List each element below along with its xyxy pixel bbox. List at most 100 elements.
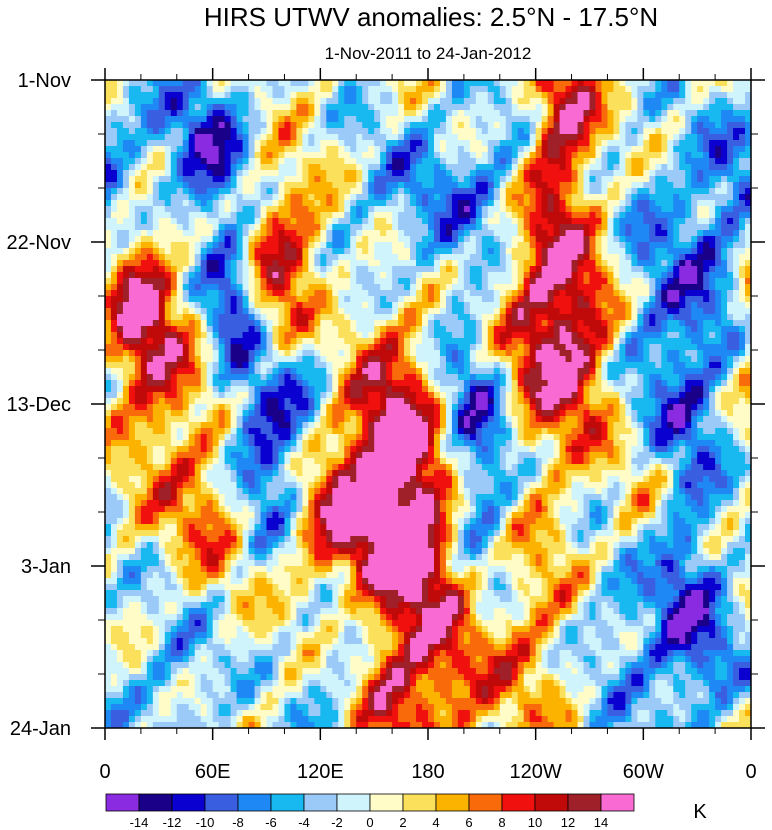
field-cell [194,272,202,279]
field-cell [703,182,710,189]
field-cell [272,212,280,219]
field-cell [152,326,160,333]
field-cell [619,236,626,243]
field-cell [565,164,573,171]
field-cell [643,266,650,273]
field-cell [218,110,226,117]
field-cell [326,122,333,129]
field-cell [535,92,543,99]
field-cell [128,308,136,315]
field-cell [260,326,268,333]
field-cell [481,110,489,117]
field-cell [655,308,662,315]
field-cell [206,218,214,225]
field-cell [230,182,238,189]
field-cell [661,224,668,231]
field-cell [344,170,351,177]
field-cell [535,98,543,105]
field-cell [302,278,309,285]
field-cell [206,266,214,273]
field-cell [631,146,638,153]
field-cell [380,266,387,273]
field-cell [194,104,202,111]
field-cell [715,182,722,189]
field-cell [595,164,603,171]
field-cell [260,230,268,237]
field-cell [362,158,369,165]
field-cell [116,104,124,111]
field-cell [338,182,345,189]
field-cell [445,266,453,273]
field-cell [212,92,220,99]
field-cell [463,206,471,213]
field-cell [428,122,435,129]
field-cell [332,260,339,267]
field-cell [188,146,196,153]
field-cell [487,314,495,321]
field-cell [601,140,609,147]
field-cell [547,218,555,225]
field-cell [445,320,453,327]
field-cell [679,206,686,213]
field-cell [224,266,232,273]
field-cell [583,218,591,225]
field-cell [158,98,166,105]
field-cell [320,302,327,309]
field-cell [469,146,477,153]
field-cell [523,314,531,321]
field-cell [410,182,417,189]
field-cell [404,86,411,93]
field-cell [475,344,483,351]
field-cell [278,110,286,117]
field-cell [152,122,160,129]
field-cell [499,170,507,177]
field-cell [368,194,375,201]
field-cell [745,230,751,237]
field-cell [505,146,513,153]
plot-area [104,79,752,729]
field-cell [416,290,423,297]
field-cell [577,176,585,183]
field-cell [404,140,411,147]
field-cell [577,242,585,249]
field-cell [517,326,525,333]
field-cell [643,326,650,333]
field-cell [428,176,435,183]
field-cell [368,296,375,303]
field-cell [637,134,644,141]
field-cell [194,236,202,243]
field-cell [314,350,321,357]
field-cell [505,206,513,213]
field-cell [176,152,184,159]
field-cell [302,182,309,189]
field-cell [392,308,399,315]
field-cell [739,344,746,351]
field-cell [344,92,351,99]
field-cell [733,272,740,279]
field-cell [338,338,345,345]
field-cell [146,278,154,285]
field-cell [721,104,728,111]
field-cell [577,338,585,345]
field-cell [326,92,333,99]
field-cell [703,80,710,87]
field-cell [535,122,543,129]
field-cell [422,350,429,357]
field-cell [625,182,632,189]
field-cell [338,140,345,147]
field-cell [272,266,280,273]
field-cell [691,152,698,159]
field-cell [212,140,220,147]
field-cell [667,146,674,153]
field-cell [457,86,465,93]
field-cell [212,344,220,351]
field-cell [254,146,262,153]
field-cell [559,278,567,285]
field-cell [320,80,327,87]
field-cell [601,260,609,267]
field-cell [410,164,417,171]
field-cell [673,194,680,201]
field-cell [691,158,698,165]
field-cell [655,332,662,339]
field-cell [601,152,609,159]
